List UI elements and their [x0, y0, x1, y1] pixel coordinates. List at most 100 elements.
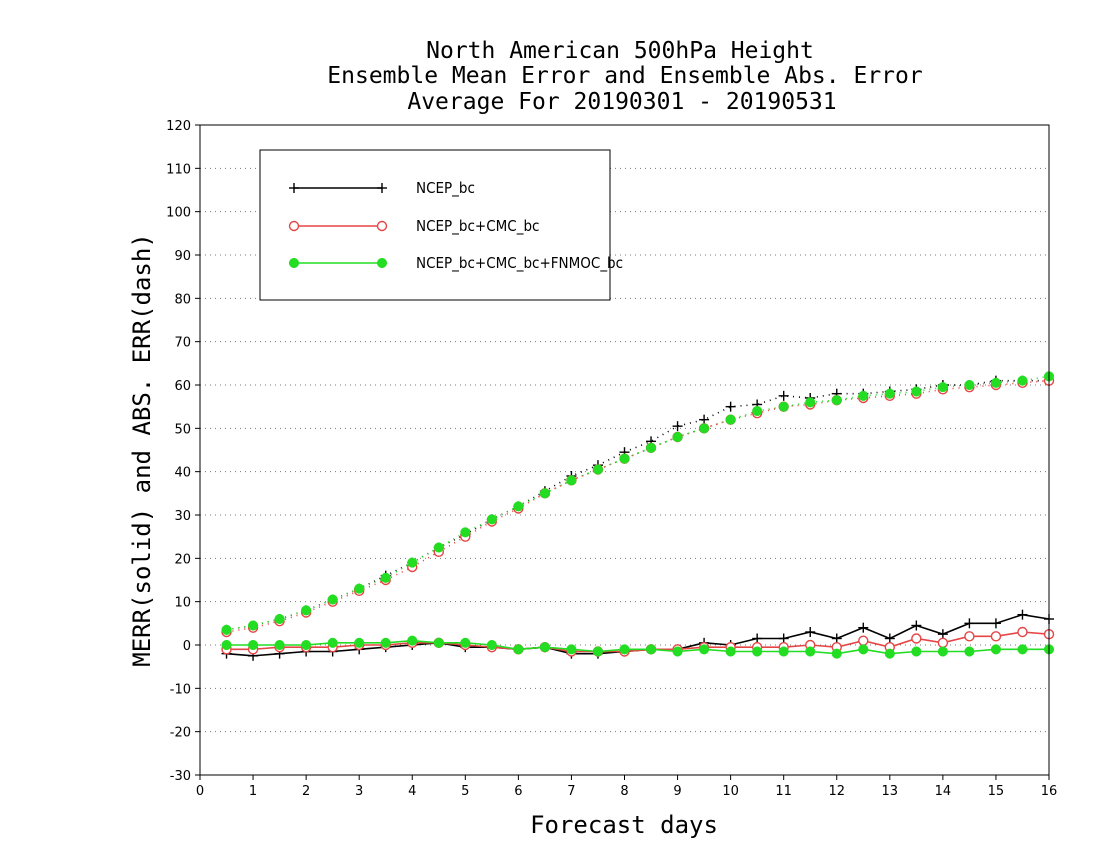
x-tick-label: 13 — [882, 784, 899, 799]
series — [221, 371, 1055, 659]
legend-label: NCEP_bc+CMC_bc — [416, 217, 539, 236]
data-point — [725, 414, 736, 425]
title-line-2: Ensemble Mean Error and Ensemble Abs. Er… — [327, 63, 922, 89]
x-tick-label: 16 — [1041, 784, 1058, 799]
data-point — [327, 637, 338, 648]
x-axis-label: Forecast days — [530, 811, 718, 839]
data-point — [376, 257, 388, 269]
data-point — [1017, 609, 1028, 620]
legend-item: NCEP_bc — [289, 179, 475, 198]
y-tick-label: 90 — [174, 249, 191, 264]
x-tick-label: 9 — [673, 784, 681, 799]
data-point — [289, 183, 299, 193]
data-point — [778, 633, 789, 644]
data-point — [380, 637, 391, 648]
data-point — [645, 644, 657, 655]
series — [221, 375, 1054, 661]
data-point — [566, 475, 577, 486]
y-tick-label: -20 — [170, 726, 191, 741]
data-point — [805, 397, 816, 408]
data-point — [699, 644, 710, 655]
data-point — [274, 639, 285, 651]
series-abs-err-line — [226, 379, 1049, 631]
y-tick-label: 120 — [166, 119, 191, 134]
data-point — [1017, 626, 1028, 638]
data-point — [486, 639, 497, 651]
data-point — [884, 633, 895, 644]
y-tick-label: 10 — [174, 596, 191, 611]
data-point — [486, 514, 497, 525]
title-line-1: North American 500hPa Height — [426, 38, 814, 64]
data-point — [937, 646, 948, 657]
data-point — [672, 431, 683, 443]
x-tick-label: 5 — [461, 784, 469, 799]
data-point — [752, 646, 763, 657]
data-point — [964, 379, 975, 391]
data-point — [380, 572, 391, 583]
data-point — [831, 395, 842, 406]
y-tick-label: 60 — [174, 379, 191, 394]
data-point — [619, 644, 630, 655]
series-merr-line — [226, 639, 1049, 655]
legend-item: NCEP_bc+CMC_bc — [288, 217, 539, 236]
data-point — [592, 464, 604, 475]
data-point — [911, 633, 922, 644]
data-point — [778, 646, 789, 657]
data-point — [301, 639, 312, 651]
data-point — [884, 388, 895, 399]
data-point — [937, 629, 948, 640]
series — [221, 375, 1055, 657]
y-tick-label: 110 — [166, 162, 191, 177]
legend-item: NCEP_bc+CMC_bc+FNMOC_bc — [288, 254, 623, 273]
x-tick-label: 6 — [514, 784, 522, 799]
data-point — [354, 637, 365, 648]
data-point — [990, 631, 1002, 642]
legend-box — [259, 149, 611, 301]
data-point — [1017, 644, 1028, 655]
data-point — [566, 644, 577, 655]
y-tick-label: 100 — [166, 206, 191, 221]
data-point — [990, 644, 1001, 655]
y-tick-label: 30 — [174, 509, 191, 524]
data-point — [672, 421, 683, 432]
data-point — [778, 401, 789, 412]
data-point — [937, 637, 949, 649]
data-point — [354, 583, 365, 594]
data-point — [407, 557, 418, 568]
data-point — [288, 257, 300, 269]
data-point — [725, 401, 736, 412]
data-point — [460, 637, 471, 648]
data-point — [433, 637, 444, 648]
x-tick-label: 11 — [775, 784, 792, 799]
data-point — [964, 646, 975, 657]
y-tick-label: -10 — [170, 682, 191, 697]
data-point — [725, 646, 736, 657]
data-point — [858, 622, 869, 633]
data-point — [376, 220, 388, 232]
data-point — [248, 639, 259, 651]
legend-label: NCEP_bc — [416, 179, 475, 198]
data-point — [805, 627, 816, 637]
data-point — [990, 618, 1001, 629]
data-point — [752, 633, 763, 644]
data-point — [672, 646, 683, 657]
data-point — [858, 635, 869, 646]
data-point — [831, 648, 842, 659]
data-point — [884, 648, 895, 659]
series-abs-err-line — [226, 375, 1050, 631]
plot-frame — [199, 124, 1050, 776]
y-axis-label: MERR(solid) and ABS. ERR(dash) — [128, 233, 156, 666]
data-point — [327, 594, 338, 605]
data-point — [699, 414, 710, 425]
data-point — [274, 613, 285, 625]
data-point — [805, 646, 816, 657]
data-point — [831, 633, 842, 644]
x-tick-label: 3 — [355, 784, 363, 799]
data-point — [990, 377, 1001, 388]
y-tick-label: 40 — [174, 466, 191, 481]
y-tick-label: 20 — [174, 552, 191, 567]
data-point — [645, 442, 657, 453]
legend-items: NCEP_bc NCEP_bc+CMC_bc NCEP_bc+CMC_bc+FNMO… — [288, 179, 623, 273]
data-point — [221, 639, 232, 651]
data-point — [460, 527, 471, 538]
